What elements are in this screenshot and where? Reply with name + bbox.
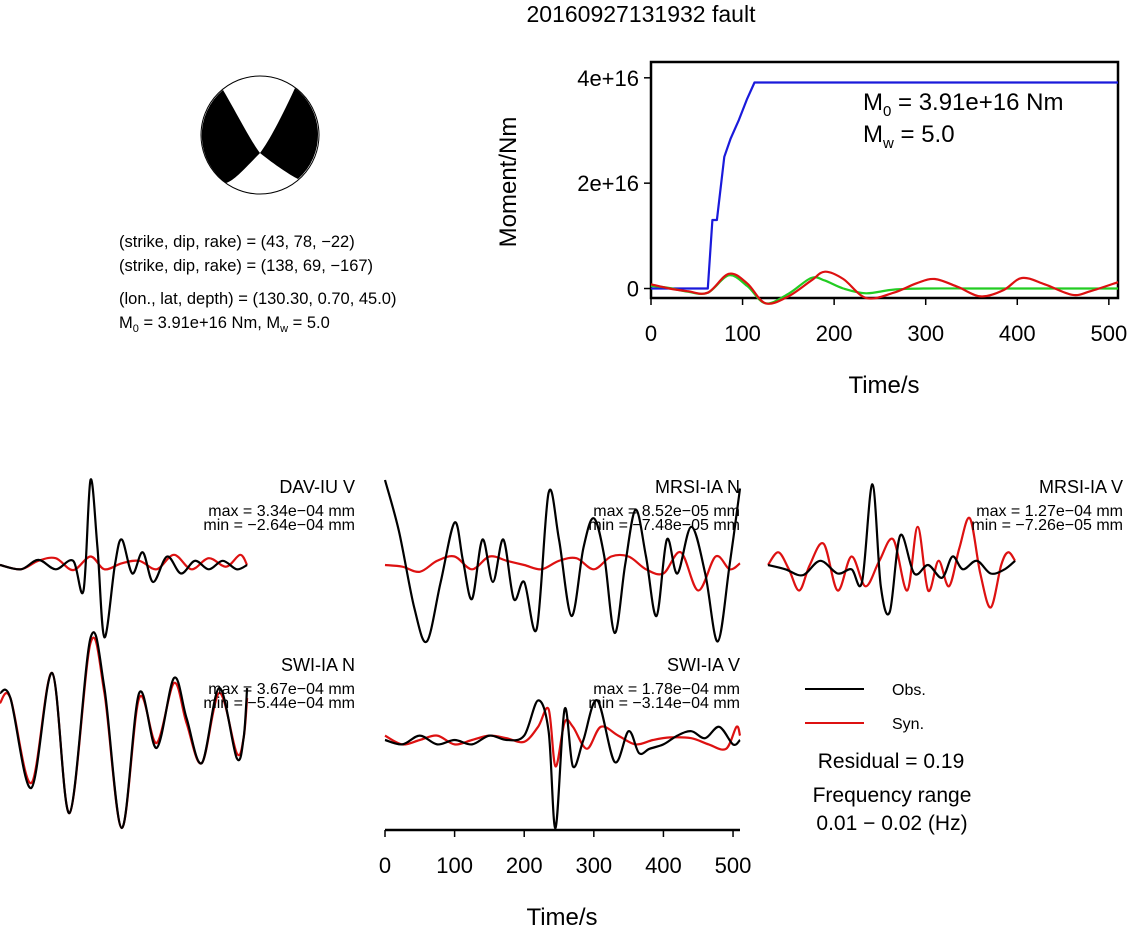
beachball-compression-left bbox=[201, 90, 260, 183]
waveform-station-label: SWI-IA N bbox=[281, 655, 355, 675]
waveform-xticks: 0 100 200 300 400 500 bbox=[379, 830, 752, 878]
waveform-min-label: min = −7.26e−05 mm bbox=[971, 517, 1123, 534]
moment-ytick-label: 2e+16 bbox=[577, 171, 639, 196]
frequency-range-label: Frequency range bbox=[813, 784, 972, 807]
waveform-xtick-label: 400 bbox=[645, 853, 682, 878]
beachball bbox=[200, 75, 320, 195]
waveform-min-label: min = −5.44e−04 mm bbox=[203, 695, 355, 712]
waveform-min-label: min = −7.48e−05 mm bbox=[588, 517, 740, 534]
waveform-max-label: max = 1.78e−04 mm bbox=[593, 681, 740, 698]
waveform-syn-trace bbox=[384, 706, 742, 768]
moment-plot: Moment/Nm Time/s M0 = 3.91e+16 Nm Mw = 5… bbox=[495, 60, 1127, 399]
legend-syn-label: Syn. bbox=[892, 716, 924, 733]
moment-xticks: 0 100 200 300 400 500 bbox=[645, 298, 1127, 346]
waveform-max-label: max = 3.67e−04 mm bbox=[208, 681, 355, 698]
moment-ytick-label: 4e+16 bbox=[577, 66, 639, 91]
waveform-xtick-label: 100 bbox=[436, 853, 473, 878]
moment-xtick-label: 500 bbox=[1090, 321, 1127, 346]
moment-xlabel: Time/s bbox=[848, 372, 919, 399]
beachball-compression-right bbox=[260, 88, 318, 179]
moment-xtick-label: 0 bbox=[645, 321, 657, 346]
moment-mw-annotation: Mw = 5.0 bbox=[863, 121, 955, 152]
waveform-min-label: min = −2.64e−04 mm bbox=[203, 517, 355, 534]
moment-xtick-label: 300 bbox=[907, 321, 944, 346]
waveform-xtick-label: 200 bbox=[506, 853, 543, 878]
figure-title: 20160927131932 fault bbox=[527, 1, 757, 27]
residual: Residual = 0.19 bbox=[818, 750, 965, 773]
legend: Obs. Syn. bbox=[805, 682, 926, 733]
moment-ylabel: Moment/Nm bbox=[495, 117, 522, 248]
moment-m0-annotation: M0 = 3.91e+16 Nm bbox=[863, 89, 1063, 120]
waveform-xtick-label: 0 bbox=[379, 853, 391, 878]
waveform-xlabel: Time/s bbox=[526, 904, 597, 927]
waveform-obs-trace bbox=[384, 699, 741, 830]
moment-xtick-label: 100 bbox=[724, 321, 761, 346]
waveform-obs-trace bbox=[767, 483, 1016, 616]
waveform-obs-trace bbox=[0, 631, 249, 830]
waveform-xtick-label: 500 bbox=[715, 853, 752, 878]
info-line-3: (lon., lat, depth) = (130.30, 0.70, 45.0… bbox=[119, 290, 396, 308]
moment-yticks: 0 2e+16 4e+16 bbox=[577, 66, 651, 302]
waveform-max-label: max = 3.34e−04 mm bbox=[208, 503, 355, 520]
info-line-1: (strike, dip, rake) = (43, 78, −22) bbox=[119, 233, 355, 251]
waveform-station-label: MRSI-IA V bbox=[1039, 477, 1123, 497]
info-line-4: M0 = 3.91e+16 Nm, Mw = 5.0 bbox=[119, 314, 330, 335]
waveform-time-axis: 0 100 200 300 400 500 Time/s bbox=[379, 828, 752, 927]
waveform-xtick-label: 300 bbox=[575, 853, 612, 878]
moment-series-blue bbox=[651, 81, 1118, 290]
moment-ytick-label: 0 bbox=[627, 277, 639, 302]
focal-info: (strike, dip, rake) = (43, 78, −22) (str… bbox=[119, 233, 396, 335]
moment-plot-frame bbox=[649, 60, 1120, 300]
legend-obs-label: Obs. bbox=[892, 682, 926, 699]
moment-xtick-label: 400 bbox=[999, 321, 1036, 346]
moment-xtick-label: 200 bbox=[816, 321, 853, 346]
waveform-max-label: max = 8.52e−05 mm bbox=[593, 503, 740, 520]
frequency-range-value: 0.01 − 0.02 (Hz) bbox=[816, 812, 967, 835]
waveform-obs-trace bbox=[0, 478, 248, 639]
waveform-station-label: DAV-IU V bbox=[279, 477, 355, 497]
waveform-obs-trace bbox=[383, 479, 742, 644]
moment-series bbox=[650, 81, 1119, 305]
moment-series-red bbox=[650, 270, 1119, 305]
waveform-station-label: SWI-IA V bbox=[667, 655, 740, 675]
waveform-syn-trace bbox=[0, 553, 249, 572]
waveform-max-label: max = 1.27e−04 mm bbox=[976, 503, 1123, 520]
info-line-2: (strike, dip, rake) = (138, 69, −167) bbox=[119, 257, 373, 275]
waveform-min-label: min = −3.14e−04 mm bbox=[588, 695, 740, 712]
waveform-station-label: MRSI-IA N bbox=[655, 477, 740, 497]
